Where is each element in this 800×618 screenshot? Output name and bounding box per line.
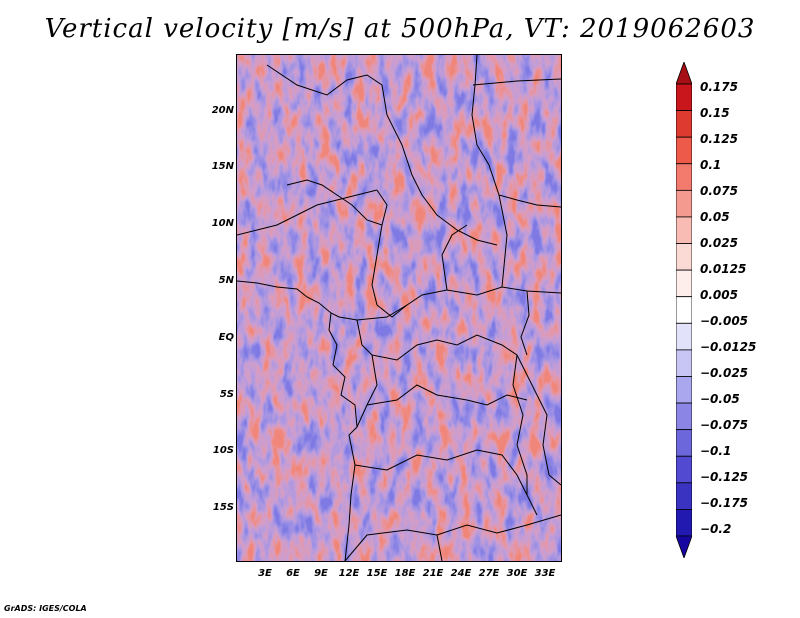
velocity-map (236, 54, 562, 562)
lon-label-21e: 21E (422, 568, 444, 579)
colorbar-segment (676, 269, 692, 298)
colorbar-segment (676, 296, 692, 324)
colorbar-segment (676, 376, 692, 404)
lon-label-12e: 12E (338, 568, 360, 579)
lat-label-5s: 5S (219, 389, 234, 400)
colorbar-label: 0.005 (700, 288, 738, 302)
colorbar-label: −0.2 (700, 522, 732, 536)
lon-label-3e: 3E (258, 568, 272, 579)
grads-credit: GrADS: IGES/COLA (4, 604, 87, 613)
country-borders (237, 55, 561, 561)
colorbar-segment (676, 535, 692, 558)
colorbar-label: 0.15 (700, 106, 730, 120)
lon-label-27e: 27E (478, 568, 500, 579)
colorbar-segment (676, 429, 692, 457)
velocity-field (237, 55, 561, 561)
lat-label-eq: EQ (218, 332, 234, 343)
colorbar-label: −0.175 (700, 496, 749, 510)
colorbar-segment (676, 509, 692, 537)
colorbar-label: 0.175 (700, 80, 738, 94)
colorbar-label: −0.125 (700, 470, 749, 484)
lat-label-10n: 10N (211, 218, 234, 229)
lon-label-24e: 24E (450, 568, 472, 579)
colorbar-label: −0.1 (700, 444, 732, 458)
lon-label-33e: 33E (534, 568, 556, 579)
colorbar-label: −0.075 (700, 418, 749, 432)
lon-label-6e: 6E (286, 568, 300, 579)
lat-label-15s: 15S (212, 502, 234, 513)
colorbar-label: 0.075 (700, 184, 738, 198)
colorbar-label: −0.025 (700, 366, 749, 380)
lat-label-20n: 20N (211, 105, 234, 116)
colorbar-segment (676, 349, 692, 377)
chart-title: Vertical velocity [m/s] at 500hPa, VT: 2… (44, 14, 756, 44)
colorbar-segment (676, 482, 692, 510)
colorbar-label: 0.05 (700, 210, 730, 224)
colorbar (676, 62, 692, 558)
lat-label-5n: 5N (218, 275, 234, 286)
lat-label-15n: 15N (211, 161, 234, 172)
colorbar-label: −0.005 (700, 314, 749, 328)
colorbar-label: −0.05 (700, 392, 740, 406)
lat-label-10s: 10S (212, 445, 234, 456)
lon-label-9e: 9E (314, 568, 328, 579)
colorbar-segment (676, 243, 692, 271)
colorbar-label: −0.0125 (700, 340, 757, 354)
colorbar-label: 0.025 (700, 236, 738, 250)
colorbar-segment (676, 62, 692, 85)
colorbar-label: 0.125 (700, 132, 738, 146)
colorbar-label: 0.0125 (700, 262, 747, 276)
colorbar-segment (676, 136, 692, 165)
colorbar-segment (676, 402, 692, 431)
colorbar-segment (676, 455, 692, 484)
colorbar-segment (676, 163, 692, 191)
vertical-velocity-shading (237, 55, 561, 561)
colorbar-segment (676, 83, 692, 111)
lon-label-15e: 15E (366, 568, 388, 579)
lon-label-18e: 18E (394, 568, 416, 579)
colorbar-segment (676, 216, 692, 244)
colorbar-segment (676, 322, 692, 351)
colorbar-segment (676, 189, 692, 218)
colorbar-segment (676, 110, 692, 138)
lon-label-30e: 30E (506, 568, 528, 579)
colorbar-label: 0.1 (700, 158, 722, 172)
